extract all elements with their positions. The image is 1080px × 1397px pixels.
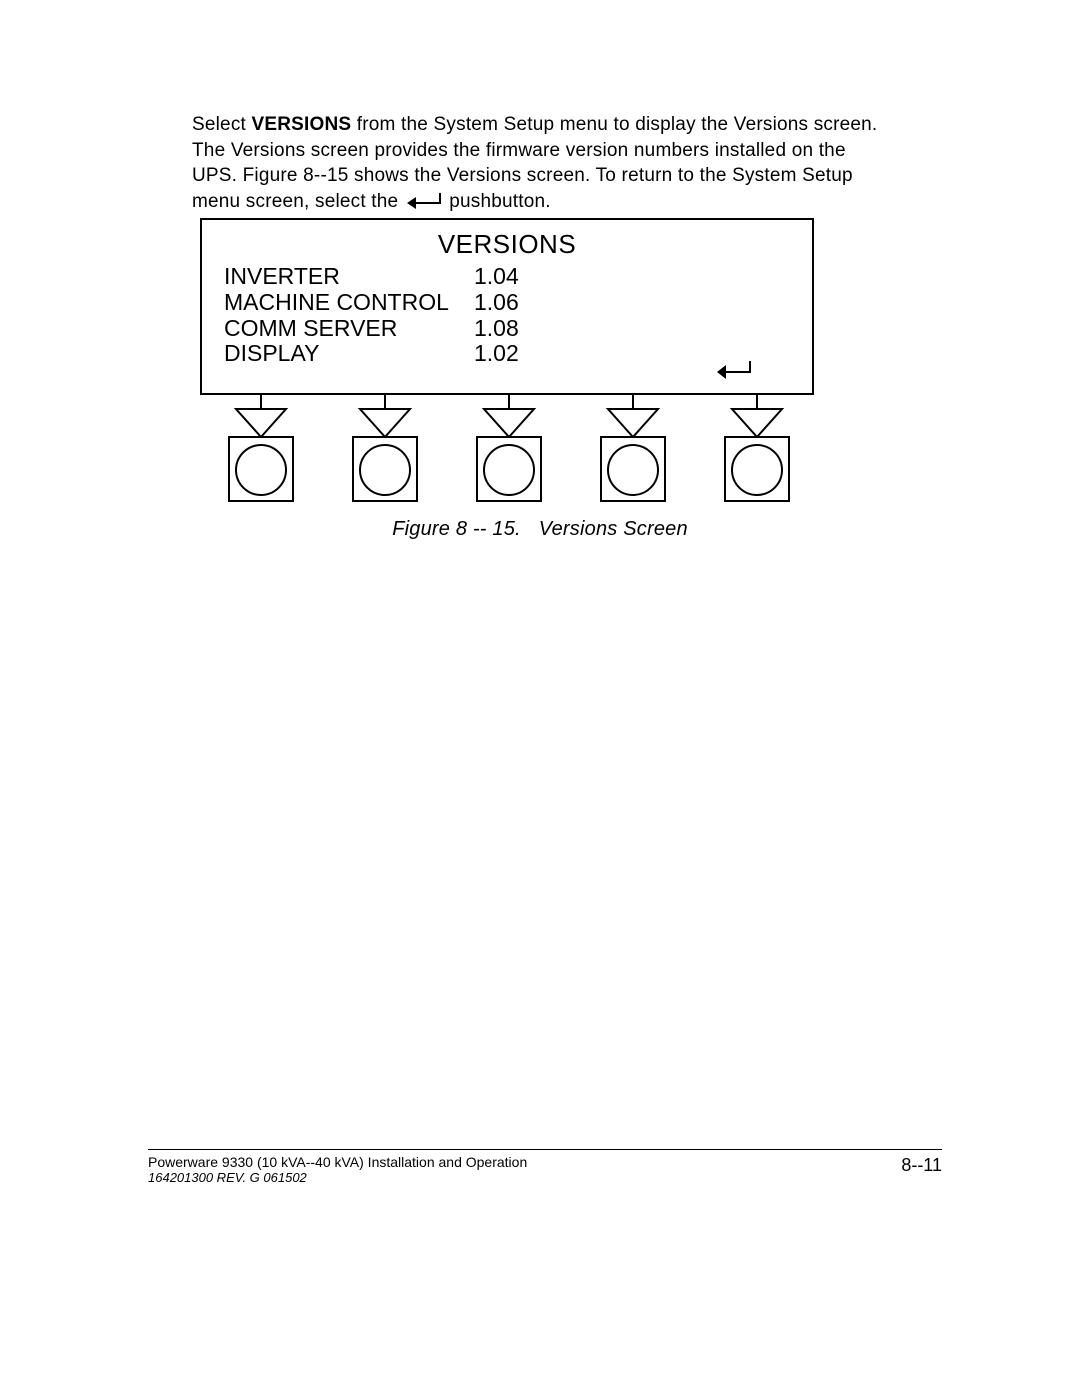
version-label: MACHINE CONTROL [224,290,474,316]
page-footer: Powerware 9330 (10 kVA--40 kVA) Installa… [148,1149,942,1185]
versions-screen-figure: VERSIONS INVERTER1.04 MACHINE CONTROL1.0… [200,218,814,395]
version-label: DISPLAY [224,341,474,367]
caption-title: Versions Screen [539,518,688,540]
lcd-screen: VERSIONS INVERTER1.04 MACHINE CONTROL1.0… [200,218,814,395]
screen-title: VERSIONS [202,229,812,260]
footer-page-number: 8--11 [901,1155,942,1176]
version-rows: INVERTER1.04 MACHINE CONTROL1.06 COMM SE… [224,264,519,367]
pushbutton-icon [352,395,418,503]
footer-rule [148,1149,942,1150]
figure-caption: Figure 8 -- 15. Versions Screen [0,518,1080,541]
pushbutton-row [200,395,814,505]
pushbutton-icon [228,395,294,503]
return-arrow-icon [406,191,442,211]
pushbutton-icon [476,395,542,503]
para-bold: VERSIONS [252,114,352,135]
version-value: 1.02 [474,340,519,366]
version-row: DISPLAY1.02 [224,341,519,367]
version-value: 1.08 [474,315,519,341]
pushbutton-icon [600,395,666,503]
version-row: COMM SERVER1.08 [224,316,519,342]
footer-rev: 164201300 REV. G 061502 [148,1170,942,1185]
return-arrow-icon [716,359,752,381]
caption-figure-number: Figure 8 -- 15. [392,518,521,540]
version-label: INVERTER [224,264,474,290]
instruction-paragraph: Select VERSIONS from the System Setup me… [192,112,887,215]
version-value: 1.06 [474,289,519,315]
version-row: MACHINE CONTROL1.06 [224,290,519,316]
version-row: INVERTER1.04 [224,264,519,290]
pushbutton-icon [724,395,790,503]
version-label: COMM SERVER [224,316,474,342]
footer-doc-title: Powerware 9330 (10 kVA--40 kVA) Installa… [148,1154,942,1170]
version-value: 1.04 [474,263,519,289]
para-after-icon: pushbutton. [444,191,551,212]
para-prefix: Select [192,114,252,135]
